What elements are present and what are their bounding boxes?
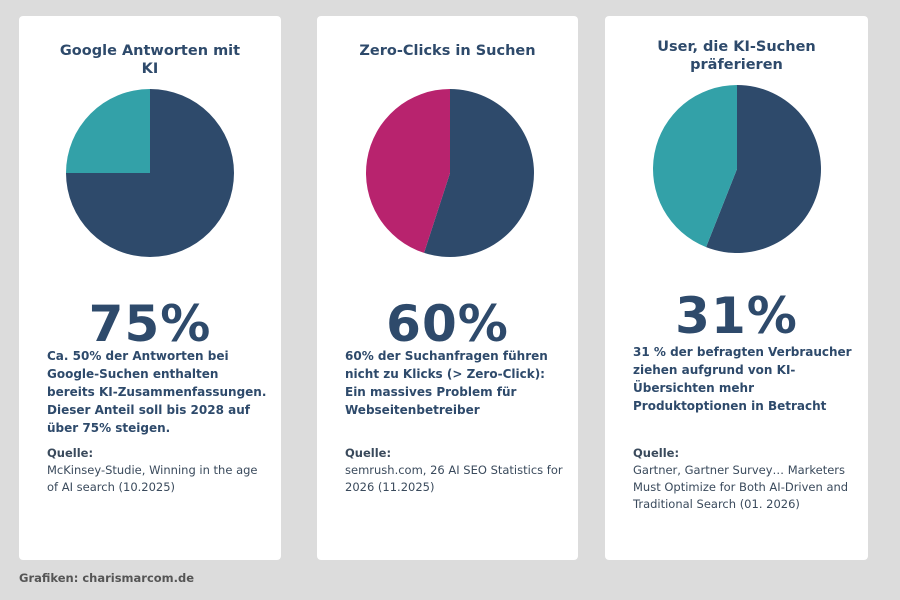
source-label: Quelle:	[47, 446, 94, 460]
stat-card-zero-clicks: Zero-Clicks in Suchen 60% 60% der Suchan…	[317, 16, 578, 560]
pie-slice	[424, 89, 534, 257]
big-percentage: 75%	[88, 295, 212, 353]
big-percentage: 31%	[675, 287, 798, 345]
card-description: 31 % der befragten Verbraucher ziehen au…	[633, 345, 852, 413]
card-title: Zero-Clicks in Suchen	[359, 43, 536, 59]
pie-chart	[66, 89, 234, 257]
big-percentage: 60%	[386, 295, 509, 353]
card-description: 60% der Suchanfragen führen nicht zu Kli…	[345, 349, 548, 417]
stat-card-ai-search-users: User, die KI-Suchen präferieren 31% 31 %…	[605, 16, 868, 560]
pie-slice	[66, 89, 150, 173]
source-label: Quelle:	[345, 446, 392, 460]
source-text: McKinsey-Studie, Winning in the age of A…	[47, 463, 258, 494]
pie-slice	[653, 84, 737, 248]
card-description: Ca. 50% der Antworten bei Google-Suchen …	[47, 349, 267, 435]
pie-slice	[366, 89, 450, 253]
source-text: semrush.com, 26 AI SEO Statistics for 20…	[345, 463, 563, 494]
pie-chart	[366, 89, 534, 257]
stat-card-google-ai: Google Antworten mit KI 75% Ca. 50% der …	[19, 16, 281, 560]
source-text: Gartner, Gartner Survey… Marketers Must …	[633, 463, 849, 511]
source-label: Quelle:	[633, 446, 680, 460]
card-title: Google Antworten mit KI	[59, 43, 241, 77]
pie-chart	[653, 84, 821, 253]
footer-credit: Grafiken: charismarcom.de	[19, 571, 195, 585]
pie-slice	[706, 85, 821, 253]
card-title: User, die KI-Suchen präferieren	[657, 39, 816, 73]
